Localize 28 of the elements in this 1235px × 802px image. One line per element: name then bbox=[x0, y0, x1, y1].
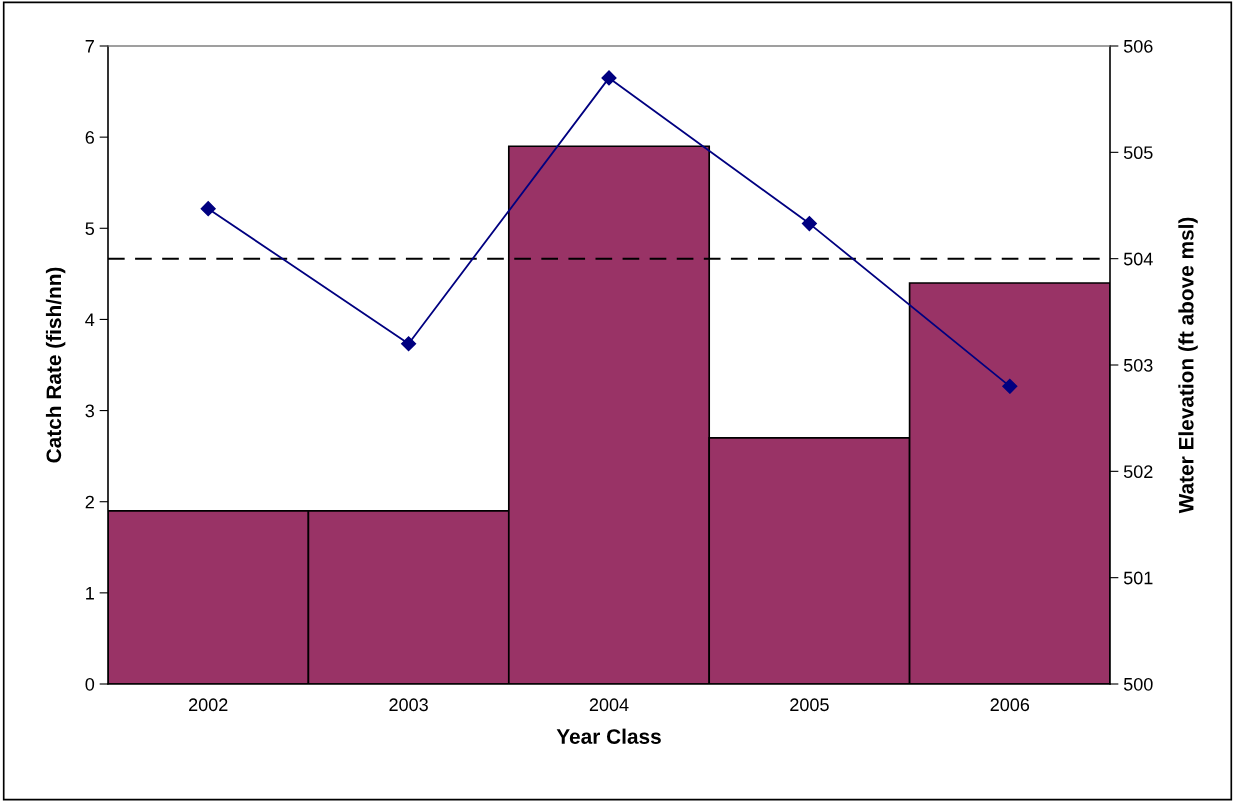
y-tick-label: 2 bbox=[85, 495, 94, 509]
x-axis-title: Year Class bbox=[556, 728, 661, 744]
point bbox=[401, 336, 417, 352]
y-tick-label: 1 bbox=[86, 586, 94, 600]
y2-tick-label: 501 bbox=[1123, 571, 1153, 585]
y-axis-title: Catch Rate (fish/nn) bbox=[45, 267, 66, 463]
y2-tick-label: 505 bbox=[1123, 146, 1153, 160]
y2-axis-title: Water Elevation (ft above msl) bbox=[1178, 217, 1198, 514]
x-tick-label: 2002 bbox=[189, 698, 228, 712]
point bbox=[801, 216, 817, 232]
y-tick-label: 4 bbox=[85, 313, 95, 326]
y-tick-label: 0 bbox=[85, 677, 95, 691]
y-tick-label: 6 bbox=[85, 131, 95, 144]
x-tick-label: 2005 bbox=[790, 698, 829, 712]
y-tick-label: 5 bbox=[85, 222, 95, 236]
y2-tick-label: 504 bbox=[1123, 252, 1153, 266]
point bbox=[1002, 378, 1018, 394]
y2-tick-label: 502 bbox=[1123, 465, 1153, 479]
y-tick-label: 3 bbox=[85, 404, 95, 418]
y2-tick-label: 503 bbox=[1123, 358, 1153, 372]
point bbox=[601, 70, 617, 86]
point bbox=[200, 201, 216, 217]
x-tick-label: 2004 bbox=[589, 698, 629, 712]
y2-tick-label: 506 bbox=[1123, 39, 1153, 53]
x-tick-label: 2003 bbox=[389, 698, 428, 712]
y2-tick-label: 500 bbox=[1123, 677, 1153, 691]
x-tick-label: 2006 bbox=[990, 698, 1030, 712]
y-tick-label: 7 bbox=[85, 40, 94, 53]
